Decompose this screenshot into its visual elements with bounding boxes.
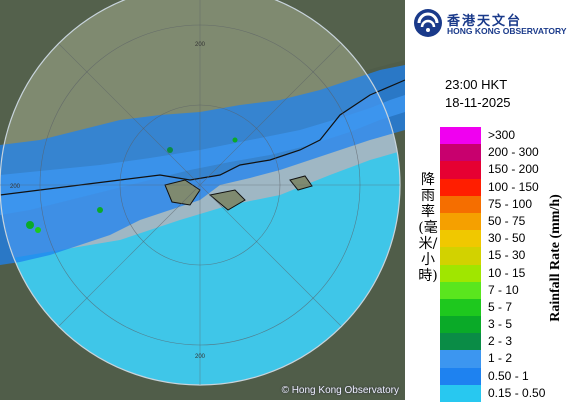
legend-swatch (440, 316, 481, 334)
radar-map: 200 200 200 © Hong Kong Observatory (0, 0, 405, 400)
legend-swatch (440, 281, 481, 299)
rain-cell (232, 137, 238, 143)
legend-range-label: 0.15 - 0.50 (488, 385, 546, 400)
legend-range-label: 10 - 15 (488, 265, 526, 280)
legend-swatch (440, 144, 481, 162)
hko-emblem-icon (414, 9, 442, 37)
legend-swatch (440, 230, 481, 248)
legend-range-label: 100 - 150 (488, 179, 539, 194)
rain-cell (167, 147, 173, 153)
legend-range-label: 0.50 - 1 (488, 368, 529, 383)
legend-swatch (440, 333, 481, 351)
rain-cell (26, 221, 34, 229)
legend-range-label: 75 - 100 (488, 196, 533, 211)
outside-coverage (0, 0, 405, 400)
range-label: 200 (10, 184, 21, 190)
legend-panel: 香港天文台 HONG KONG OBSERVATORY 23:00 HKT 18… (405, 0, 577, 402)
range-spokes (0, 0, 400, 385)
logo-name-en: HONG KONG OBSERVATORY (447, 26, 567, 36)
logo-name-zh: 香港天文台 (447, 14, 523, 29)
legend-range-label: 7 - 10 (488, 282, 519, 297)
legend-title-en: Rainfall Rate (mm/h) (548, 194, 563, 322)
legend-swatch (440, 127, 481, 145)
legend-swatch (440, 367, 481, 385)
sea-area (0, 150, 400, 385)
island (208, 189, 246, 211)
range-label: 200 (195, 354, 206, 360)
legend-range-label: 150 - 200 (488, 162, 539, 177)
legend-swatch (440, 212, 481, 231)
radar-time: 23:00 HKT (445, 77, 508, 92)
legend-range-label: 2 - 3 (488, 334, 513, 349)
legend-range-label: >300 (488, 128, 516, 142)
legend-swatch (440, 350, 481, 368)
legend-swatch (440, 178, 481, 196)
legend-range-label: 30 - 50 (488, 231, 526, 246)
legend-range-label: 200 - 300 (488, 145, 539, 160)
coastline (0, 79, 405, 196)
legend-swatch (440, 161, 481, 179)
legend-range-label: 50 - 75 (488, 213, 526, 228)
island (164, 179, 201, 206)
range-label: 200 (195, 42, 206, 48)
hko-logo: 香港天文台 HONG KONG OBSERVATORY (413, 8, 573, 38)
legend-range-label: 15 - 30 (488, 248, 526, 263)
legend-swatch (440, 264, 481, 282)
radar-date: 18-11-2025 (445, 95, 511, 110)
legend-title-zh: 降雨率(毫米/小時) (418, 172, 438, 284)
legend-range-label: 5 - 7 (488, 299, 513, 314)
legend-range-label: 1 - 2 (488, 351, 513, 366)
radar-map-graphic: 200 200 200 (0, 0, 405, 400)
island (289, 175, 313, 191)
copyright-notice: © Hong Kong Observatory (281, 385, 399, 396)
legend-swatch (440, 195, 481, 213)
legend-swatch (440, 247, 481, 265)
legend-swatch (440, 298, 481, 317)
legend-range-label: 3 - 5 (488, 317, 513, 332)
rain-cell (35, 227, 41, 233)
legend-swatch (440, 384, 481, 402)
rain-cell (97, 207, 103, 213)
